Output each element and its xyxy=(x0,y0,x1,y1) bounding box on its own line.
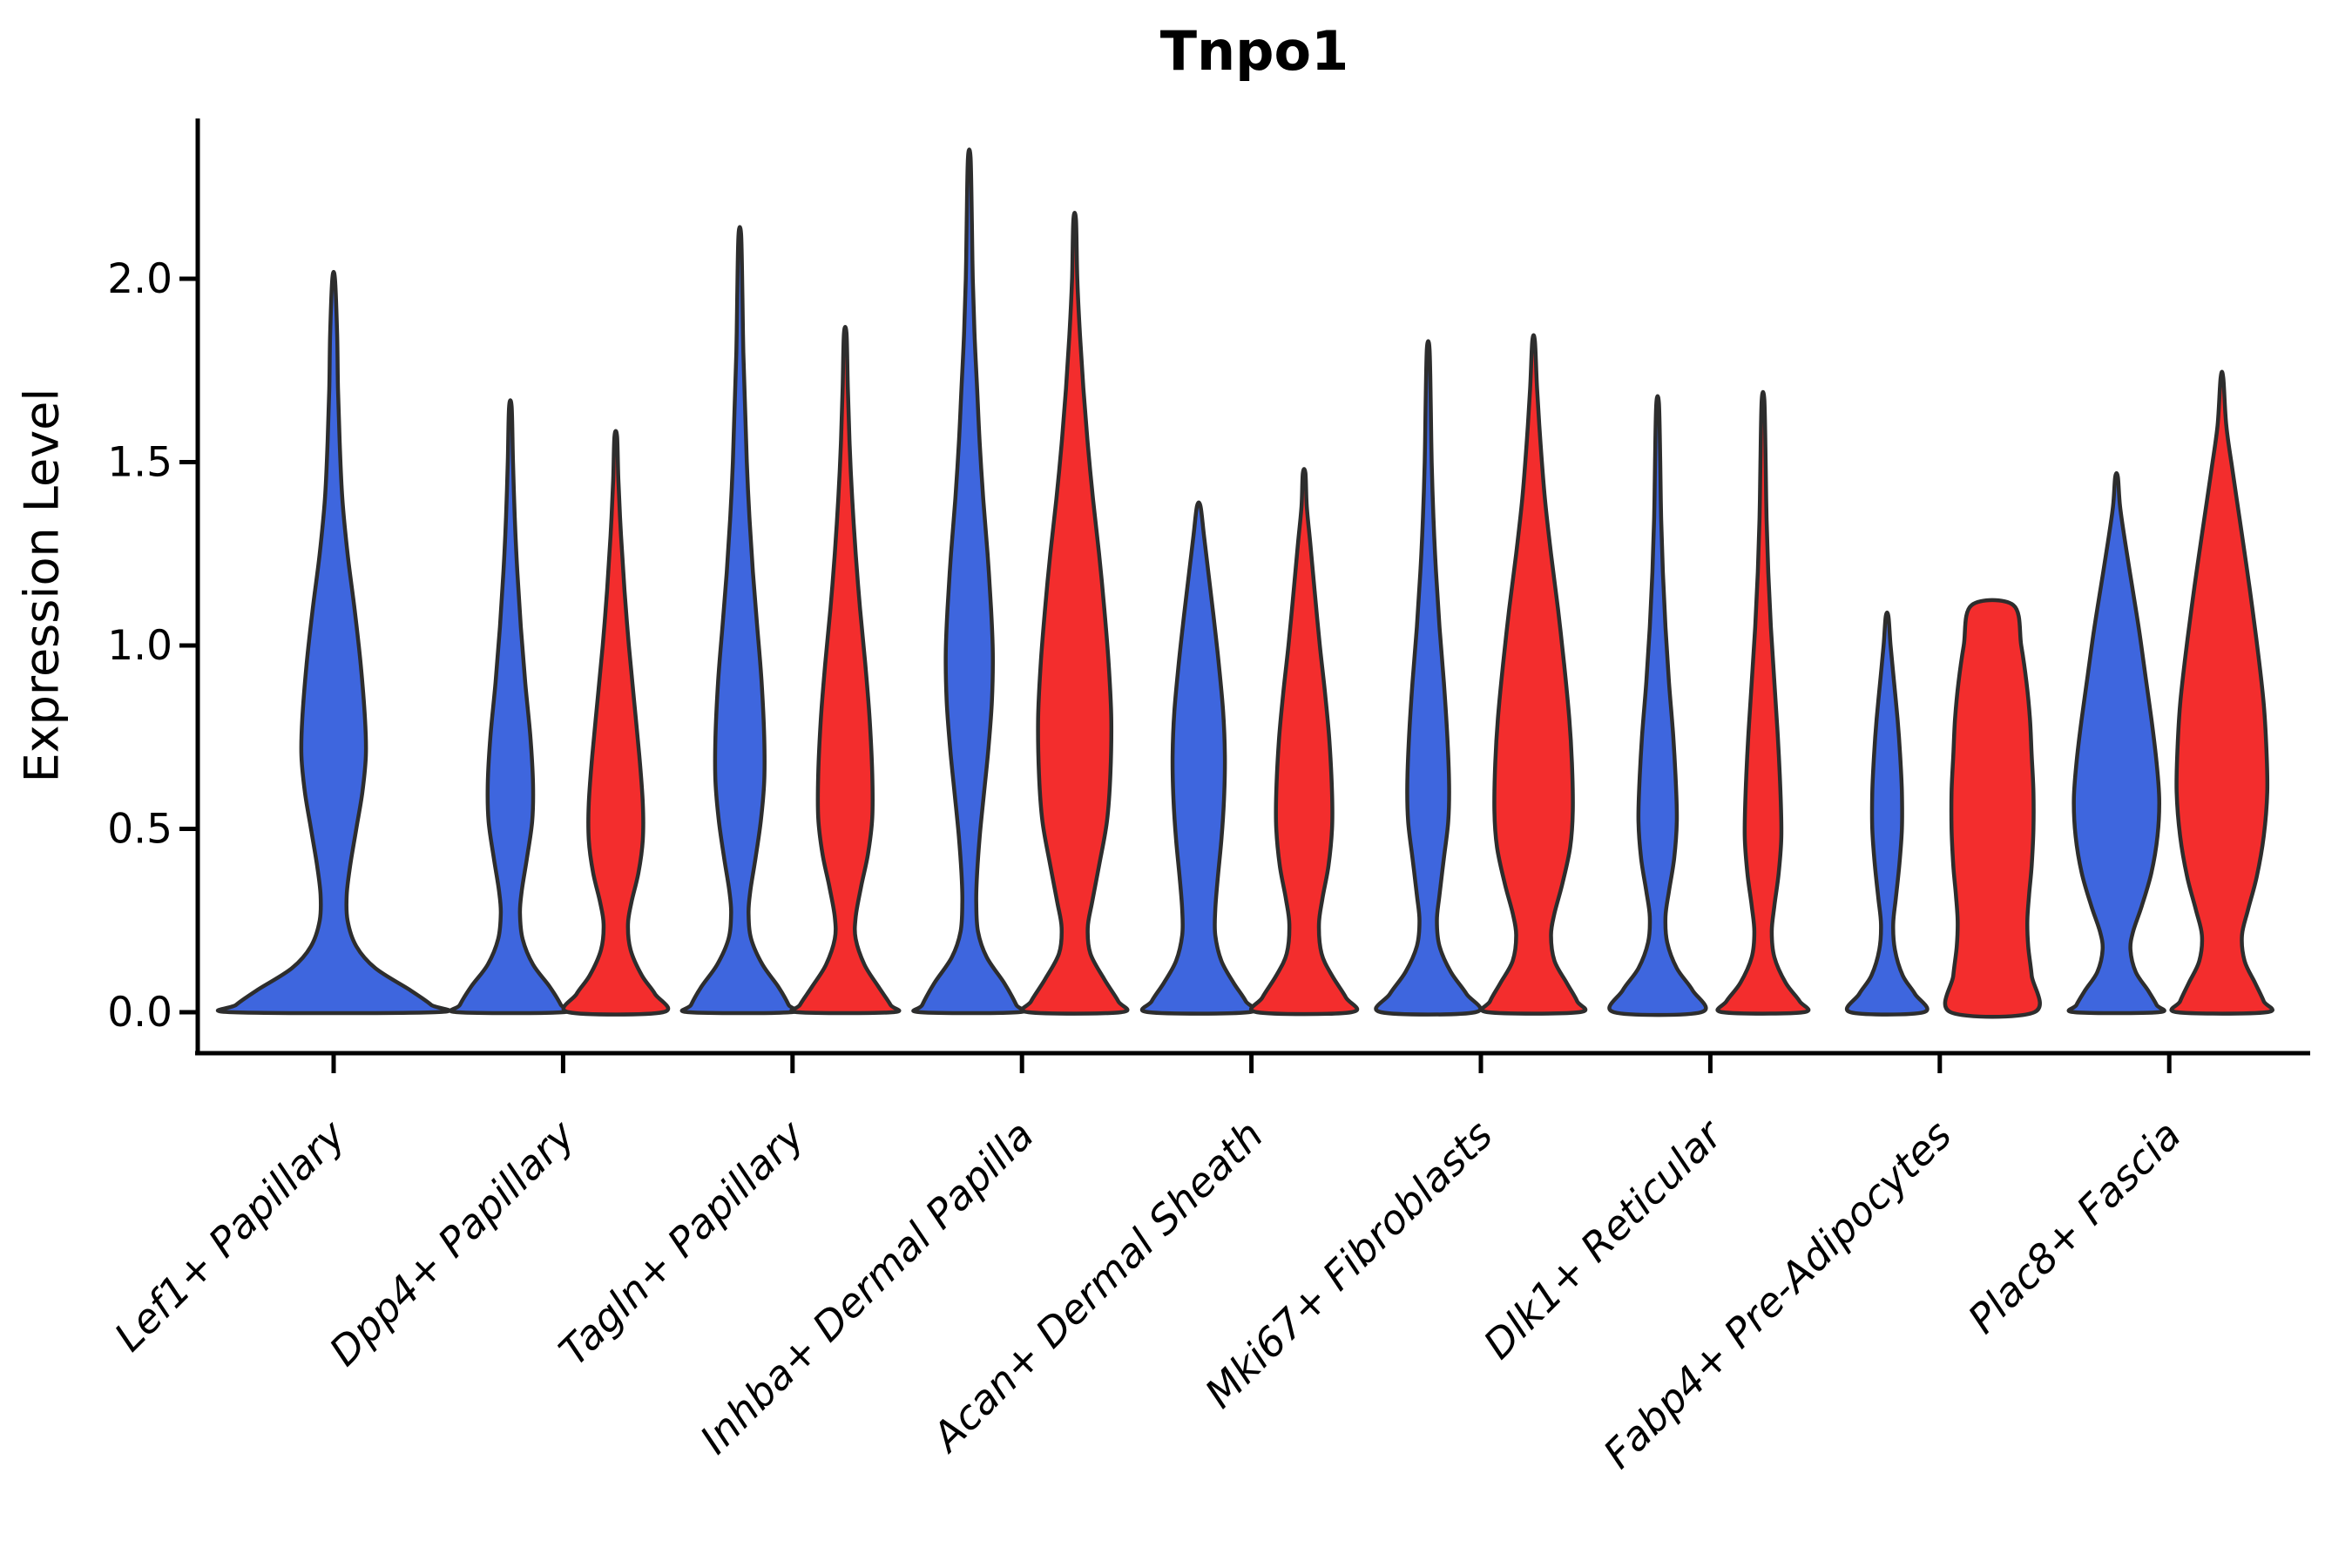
x-tick-label: Dlk1+ Reticular xyxy=(1475,1109,1734,1368)
violin-red-2 xyxy=(789,324,902,1016)
x-tick-label: Tagln+ Papillary xyxy=(550,1111,814,1375)
y-tick-label: 0.5 xyxy=(107,806,172,854)
violin-red-7 xyxy=(1943,598,2042,1019)
violin-blue-0 xyxy=(215,269,452,1016)
y-tick-label: 1.0 xyxy=(107,622,172,670)
y-tick-label: 0.0 xyxy=(107,989,172,1037)
y-tick-label: 2.0 xyxy=(107,255,172,303)
y-tick-label: 1.5 xyxy=(107,439,172,487)
violin-red-8 xyxy=(2169,369,2274,1016)
chart-title: Tnpo1 xyxy=(1159,19,1349,83)
violin-blue-1 xyxy=(448,398,572,1016)
violin-blue-4 xyxy=(1139,500,1258,1016)
violin-red-5 xyxy=(1479,333,1588,1016)
violin-blue-6 xyxy=(1607,394,1708,1017)
violin-blue-7 xyxy=(1844,610,1930,1017)
violin-blue-5 xyxy=(1374,339,1483,1017)
violin-red-6 xyxy=(1715,389,1811,1016)
violin-red-1 xyxy=(561,429,671,1017)
violin-red-4 xyxy=(1249,467,1360,1017)
violin-red-3 xyxy=(1019,210,1130,1016)
violin-blue-3 xyxy=(911,147,1028,1016)
x-tick-label: Plac8+ Fascia xyxy=(1959,1112,2190,1342)
violin-blue-2 xyxy=(679,225,800,1016)
violin-blue-8 xyxy=(2066,470,2166,1016)
x-tick-label: Dpp4+ Papillary xyxy=(321,1111,585,1375)
x-tick-label: Lef1+ Papillary xyxy=(105,1111,355,1360)
